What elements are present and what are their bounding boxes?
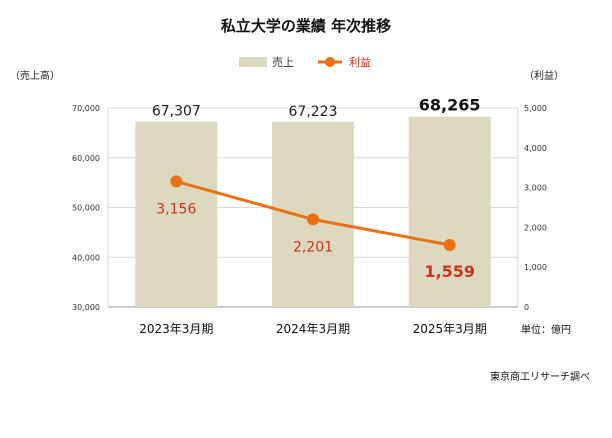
y-right-tick-label: 0 bbox=[524, 303, 529, 312]
x-category-label: 2023年3月期 bbox=[139, 322, 213, 336]
y-left-tick-label: 70,000 bbox=[72, 104, 100, 113]
profit-value-label: 3,156 bbox=[156, 201, 196, 217]
x-category-label: 2024年3月期 bbox=[276, 322, 350, 336]
profit-value-label: 2,201 bbox=[293, 239, 333, 255]
x-category-label: 2025年3月期 bbox=[413, 322, 487, 336]
profit-point bbox=[307, 213, 319, 226]
bar-sales bbox=[408, 116, 491, 307]
legend-label-profit: 利益 bbox=[349, 55, 371, 69]
line-labels: 3,156 2,201 1,559 bbox=[156, 201, 475, 281]
bar-sales bbox=[135, 121, 218, 307]
bar-value-label: 67,223 bbox=[289, 104, 338, 120]
source-note: 東京商工リサーチ調べ bbox=[490, 370, 590, 383]
legend-label-sales: 売上 bbox=[272, 56, 294, 69]
y-right-tick-label: 2,000 bbox=[524, 223, 547, 232]
bar-value-label: 68,265 bbox=[419, 96, 481, 115]
y-right-ticks: 0 1,000 2,000 3,000 4,000 5,000 bbox=[524, 104, 547, 312]
y-left-tick-label: 30,000 bbox=[72, 303, 100, 312]
profit-point bbox=[170, 175, 183, 188]
legend-swatch-sales bbox=[239, 57, 267, 67]
bar-value-label: 67,307 bbox=[152, 103, 201, 119]
y-left-axis-label: （売上高） bbox=[10, 69, 60, 82]
y-left-tick-label: 60,000 bbox=[72, 154, 100, 163]
y-left-ticks: 30,000 40,000 50,000 60,000 70,000 bbox=[72, 104, 100, 312]
x-category-labels: 2023年3月期 2024年3月期 2025年3月期 bbox=[139, 322, 487, 336]
y-left-tick-label: 50,000 bbox=[72, 204, 100, 213]
y-right-tick-label: 3,000 bbox=[524, 184, 547, 193]
profit-point bbox=[443, 238, 456, 251]
y-right-axis-label: （利益） bbox=[524, 69, 564, 82]
y-right-tick-label: 5,000 bbox=[524, 104, 547, 113]
unit-note: 単位：億円 bbox=[521, 323, 571, 336]
bar-labels: 67,307 67,223 68,265 bbox=[152, 96, 481, 120]
chart-title: 私立大学の業績 年次推移 bbox=[220, 17, 391, 35]
profit-value-label: 1,559 bbox=[424, 262, 475, 281]
profit-line bbox=[170, 175, 456, 251]
legend-marker-profit bbox=[325, 57, 335, 67]
y-left-tick-label: 40,000 bbox=[72, 253, 100, 262]
y-right-tick-label: 1,000 bbox=[524, 263, 547, 272]
y-right-tick-label: 4,000 bbox=[524, 144, 547, 153]
legend: 売上 利益 bbox=[239, 55, 371, 69]
